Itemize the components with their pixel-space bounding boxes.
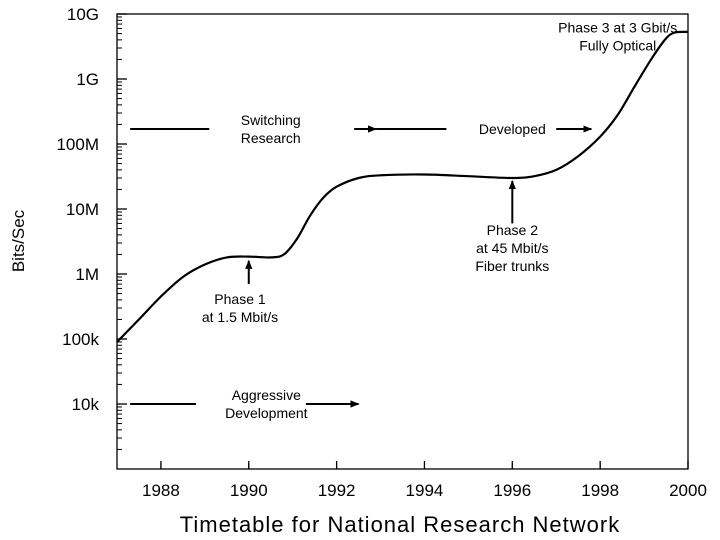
annotation-switching: Switching Research <box>241 112 301 146</box>
annotations: Switching Research Developed Phase 3 at 3 G… <box>202 20 677 421</box>
annotation-phase1: Phase 1 at 1.5 Mbit/s <box>202 291 278 325</box>
x-tick-label: 1992 <box>318 481 356 500</box>
annotation-line: Phase 2 <box>487 222 539 238</box>
series-group <box>116 30 689 343</box>
annotation-phase2: Phase 2 at 45 Mbit/s Fiber trunks <box>475 222 549 274</box>
y-tick-label: 1M <box>75 265 99 284</box>
plot-frame <box>116 13 689 470</box>
y-tick-label: 10G <box>67 5 99 24</box>
annotation-line: Developed <box>479 121 546 137</box>
y-axis: 10k 100k 1M 10M 100M 1G 10G <box>56 5 127 450</box>
annotation-line: Research <box>241 130 301 146</box>
y-tick-label: 10M <box>66 200 99 219</box>
y-tick-label: 100M <box>56 135 99 154</box>
annotation-line: Phase 1 <box>214 291 266 307</box>
y-tick-label: 10k <box>72 395 100 414</box>
x-axis-title: Timetable for National Research Network <box>180 512 620 537</box>
y-tick-label: 100k <box>62 330 99 349</box>
annotation-phase3: Phase 3 at 3 Gbit/s Fully Optical <box>558 20 677 54</box>
x-tick-label: 1990 <box>230 481 268 500</box>
annotation-line: Aggressive <box>232 387 301 403</box>
x-tick-label: 1998 <box>581 481 619 500</box>
annotation-aggressive: Aggressive Development <box>225 387 308 421</box>
annotation-line: at 45 Mbit/s <box>476 240 548 256</box>
annotation-line: at 1.5 Mbit/s <box>202 309 278 325</box>
y-axis-title: Bits/Sec <box>9 209 28 272</box>
annotation-line: Development <box>225 405 308 421</box>
x-axis: 1988 1990 1992 1994 1996 1998 2000 <box>142 461 707 500</box>
annotation-line: Phase 3 at 3 Gbit/s <box>558 20 677 36</box>
y-tick-label: 1G <box>76 70 99 89</box>
x-tick-label: 1988 <box>142 481 180 500</box>
annotation-line: Switching <box>241 112 301 128</box>
annotation-developed: Developed <box>479 121 546 137</box>
annotation-arrows <box>130 125 593 408</box>
x-tick-label: 1996 <box>493 481 531 500</box>
annotation-line: Fiber trunks <box>475 258 549 274</box>
capacity-curve <box>116 30 689 343</box>
x-tick-label: 2000 <box>669 481 707 500</box>
annotation-line: Fully Optical <box>579 38 656 54</box>
x-tick-label: 1994 <box>406 481 444 500</box>
